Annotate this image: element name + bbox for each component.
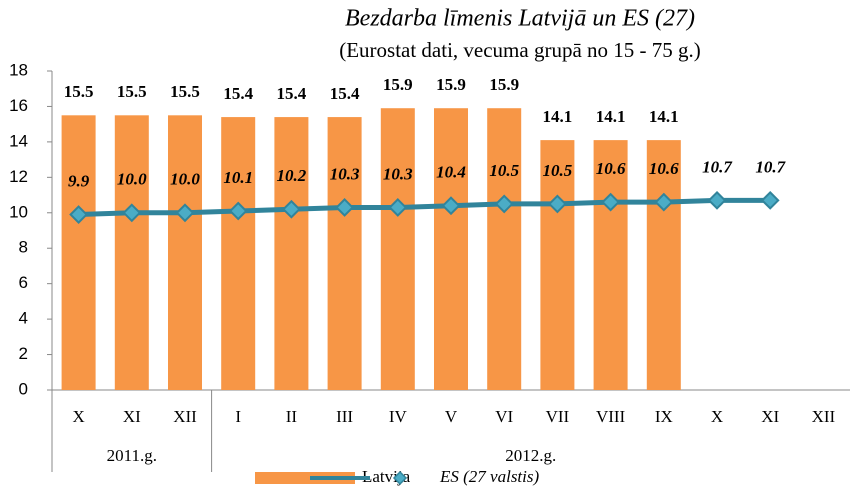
bar: [487, 108, 522, 390]
data-label: 10.6: [596, 159, 626, 178]
data-label: 15.4: [223, 84, 253, 103]
bar: [327, 117, 362, 391]
data-label: 10.4: [436, 163, 466, 182]
legend-marker: [392, 470, 408, 486]
marker: [494, 194, 514, 214]
x-tick-label: III: [336, 407, 353, 426]
data-label: 10.5: [543, 161, 573, 180]
y-tick-label: 10: [9, 202, 28, 221]
chart-title: Bezdarba līmenis Latvijā un ES (27): [345, 6, 695, 32]
x-tick-label: XI: [761, 407, 779, 426]
marker: [441, 196, 461, 216]
x-tick-label: X: [72, 407, 84, 426]
x-tick-label: I: [235, 407, 241, 426]
y-tick-label: 18: [9, 60, 28, 79]
legend-label: ES (27 valstis): [439, 467, 539, 486]
marker: [654, 192, 674, 212]
bar: [168, 115, 202, 391]
data-label: 14.1: [543, 107, 573, 126]
marker: [228, 201, 248, 221]
legend-swatch: [255, 472, 355, 484]
y-tick-label: 2: [19, 344, 28, 363]
y-tick-label: 8: [19, 238, 28, 257]
x-tick-label: IX: [655, 407, 673, 426]
marker: [601, 192, 621, 212]
data-label: 15.4: [277, 84, 307, 103]
bar: [593, 140, 628, 390]
bar: [114, 115, 149, 391]
marker: [122, 203, 142, 223]
data-label: 15.5: [64, 82, 94, 101]
data-label: 10.0: [170, 170, 200, 189]
data-label: 10.5: [489, 161, 519, 180]
data-label: 10.3: [383, 164, 413, 183]
x-tick-label: X: [711, 407, 723, 426]
bar: [221, 117, 256, 391]
data-label: 15.9: [489, 75, 519, 94]
bar: [61, 115, 96, 391]
bar: [434, 108, 468, 390]
data-label: 15.5: [117, 82, 147, 101]
bar: [380, 108, 415, 390]
marker: [281, 199, 301, 219]
marker: [707, 190, 727, 210]
data-label: 10.6: [649, 159, 679, 178]
data-label: 10.7: [755, 157, 786, 176]
x-tick-label: XI: [123, 407, 141, 426]
bar: [646, 140, 681, 390]
group-label: 2012.g.: [505, 446, 556, 465]
data-label: 10.7: [702, 157, 733, 176]
data-label: 15.9: [436, 75, 466, 94]
y-tick-label: 0: [19, 379, 28, 398]
data-label: 10.1: [223, 168, 253, 187]
y-tick-label: 4: [19, 309, 28, 328]
x-tick-label: IV: [389, 407, 408, 426]
y-tick-label: 14: [9, 131, 28, 150]
group-label: 2011.g.: [107, 446, 157, 465]
x-tick-label: VII: [546, 407, 570, 426]
marker: [175, 203, 195, 223]
x-tick-label: VIII: [596, 407, 626, 426]
marker: [760, 190, 780, 210]
marker: [69, 205, 89, 224]
data-label: 14.1: [649, 107, 679, 126]
data-label: 10.3: [330, 164, 360, 183]
bar: [540, 140, 575, 390]
marker: [547, 194, 567, 214]
marker: [388, 198, 408, 217]
data-label: 14.1: [596, 107, 626, 126]
data-label: 10.0: [117, 170, 147, 189]
y-tick-label: 12: [9, 167, 28, 186]
bar: [274, 117, 309, 391]
data-label: 15.9: [383, 75, 413, 94]
y-tick-label: 16: [9, 96, 28, 115]
data-label: 15.4: [330, 84, 360, 103]
x-tick-label: V: [445, 407, 458, 426]
x-tick-label: XII: [812, 407, 836, 426]
x-tick-label: II: [286, 407, 298, 426]
data-label: 10.2: [277, 166, 307, 185]
marker: [335, 198, 355, 217]
data-label: 15.5: [170, 82, 200, 101]
y-tick-label: 6: [19, 273, 28, 292]
x-tick-label: VI: [495, 407, 513, 426]
data-label: 9.9: [68, 171, 90, 190]
chart-subtitle: (Eurostat dati, vecuma grupā no 15 - 75 …: [339, 38, 701, 62]
x-tick-label: XII: [173, 407, 197, 426]
